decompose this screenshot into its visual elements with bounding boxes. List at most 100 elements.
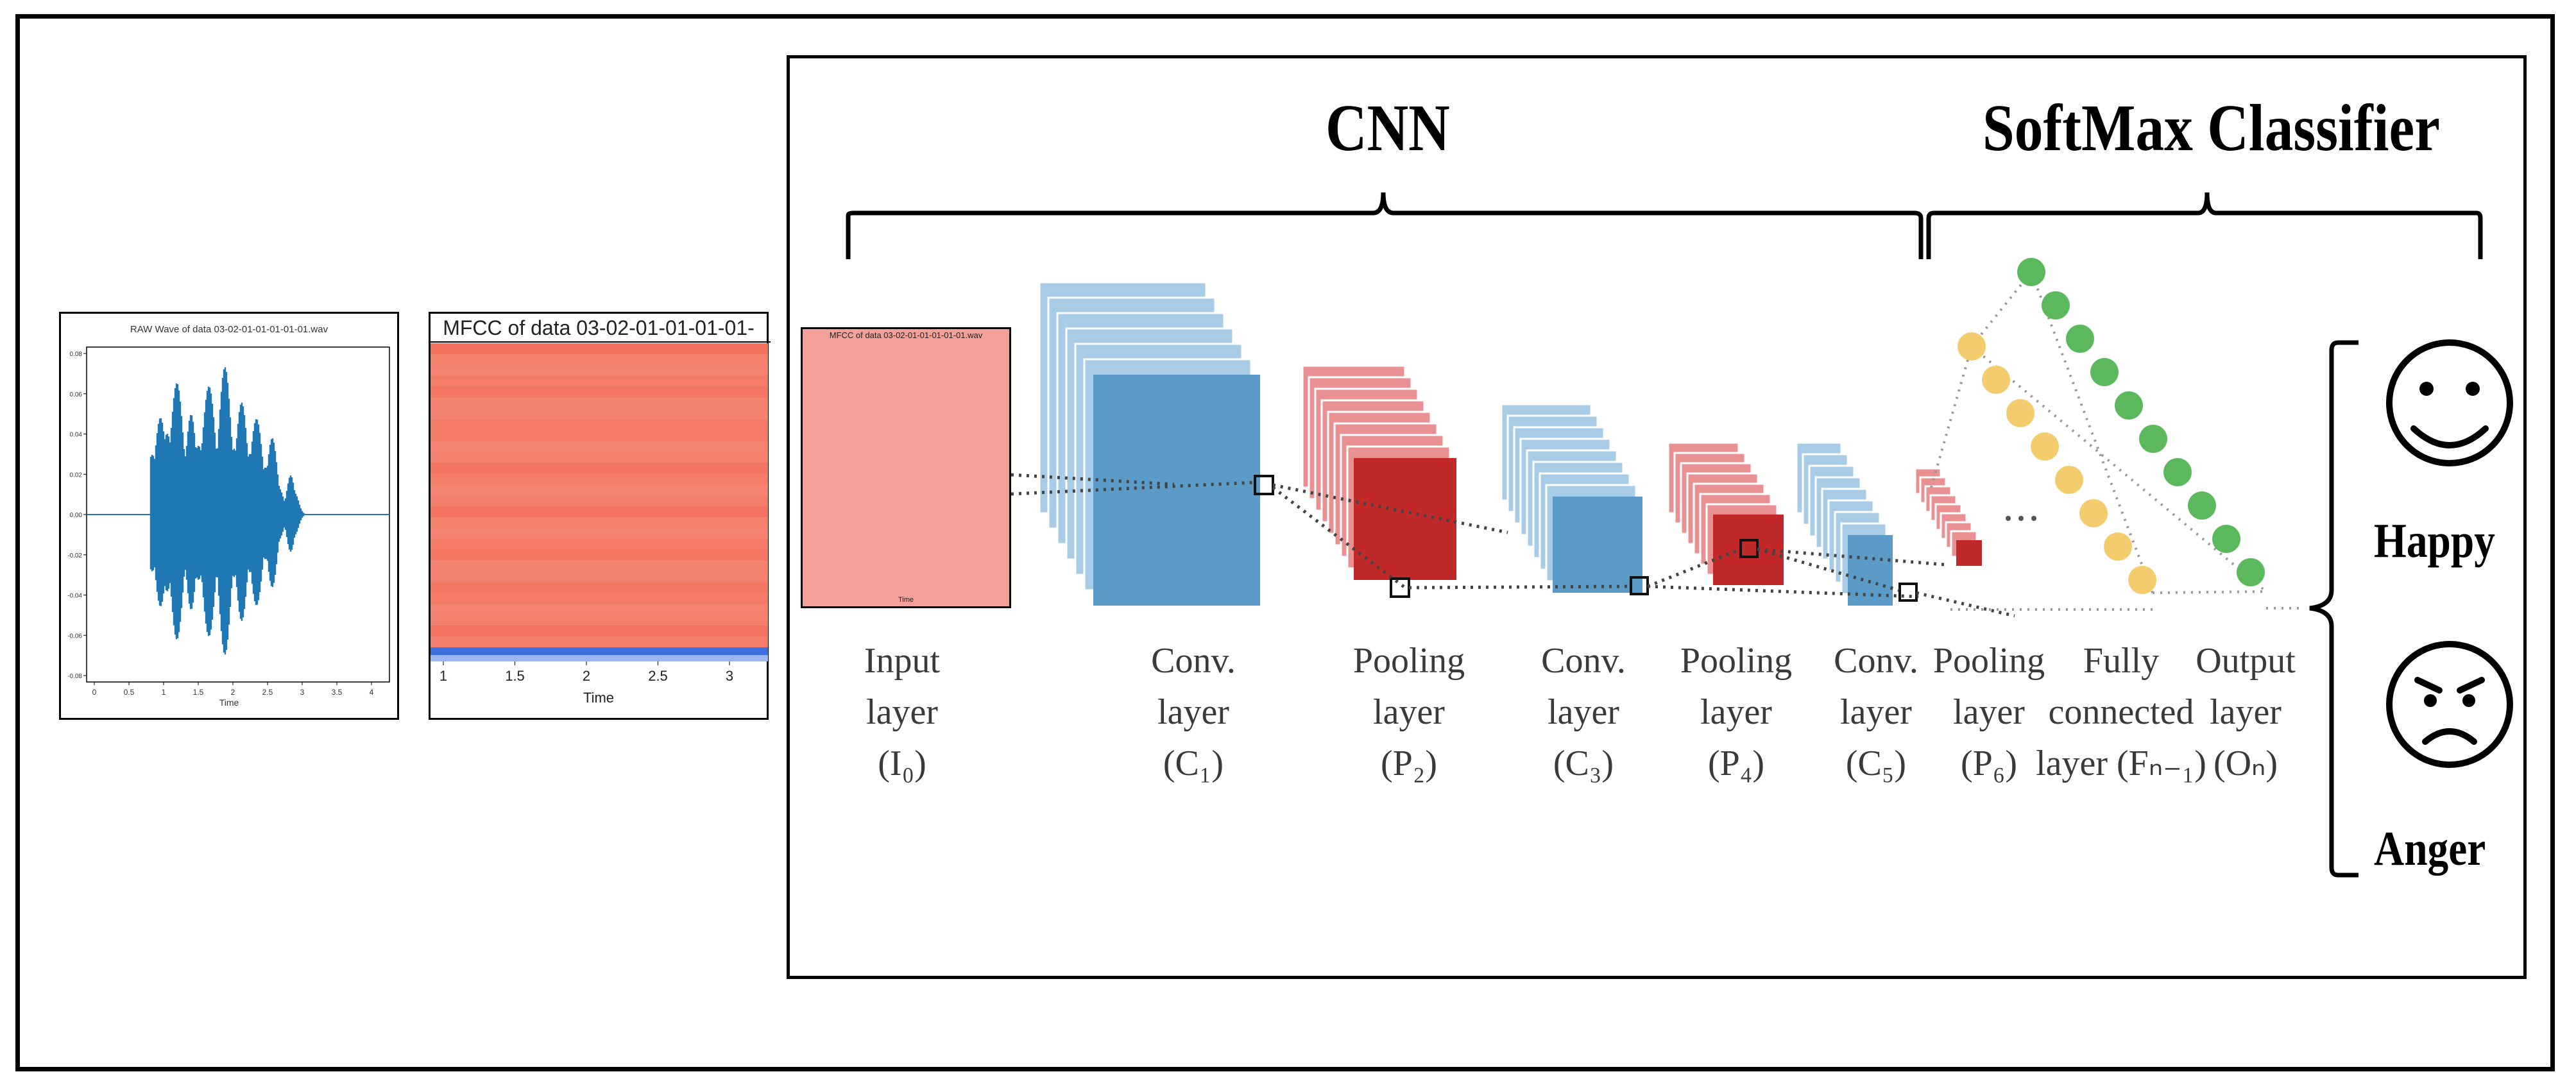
- layer-label-line: layer: [866, 692, 938, 732]
- fc-edge: [2030, 271, 2154, 593]
- happy-label: Happy: [2374, 514, 2495, 568]
- pooling-layer-p6-front: [1956, 540, 1982, 566]
- layer-label-line: layer: [1157, 692, 1229, 732]
- mfcc-row: [431, 560, 768, 572]
- layer-label-0: Input layer (I₀): [812, 635, 992, 789]
- mfcc-low-band: [431, 647, 768, 656]
- outer-frame: [15, 14, 2555, 1071]
- connector: [1408, 584, 1632, 590]
- input-mfcc-title: MFCC of data 03-02-01-01-01-01-01.wav: [829, 330, 983, 340]
- layer-label-8: Output layer (Oₙ): [2156, 635, 2335, 789]
- x-tick-label: 3: [300, 688, 305, 697]
- mfcc-row: [431, 516, 768, 528]
- layer-label-line: layer: [1373, 692, 1445, 732]
- fc-connections: [1930, 271, 2303, 611]
- ellipsis-dot: [2018, 516, 2024, 521]
- x-tick-label: 1.5: [193, 688, 204, 697]
- mfcc-row: [431, 375, 768, 387]
- softmax-header: SoftMax Classifier: [1983, 91, 2440, 165]
- connector: [1647, 584, 1919, 599]
- pooling-layer-p2: [1301, 364, 1456, 580]
- x-tick-label: 2: [583, 668, 590, 684]
- anger-label: Anger: [2374, 822, 2486, 876]
- softmax-brace: [1926, 192, 2483, 259]
- y-tick-label: 0.02: [70, 472, 83, 479]
- layer-label-line: layer: [1700, 692, 1772, 732]
- mfcc-row: [431, 441, 768, 452]
- cnn-header: CNN: [1326, 91, 1450, 165]
- mfcc-row: [431, 452, 768, 463]
- ellipsis-dot: [2031, 516, 2036, 521]
- layer-label-5: Conv. layer (C₅): [1786, 635, 1966, 789]
- x-tick-label: 1: [439, 668, 447, 684]
- layer-label-7: Fully connected layer (Fₙ₋₁): [2031, 635, 2211, 789]
- y-tick-label: 0.04: [70, 432, 83, 439]
- emotion-brace: [2309, 340, 2358, 878]
- mfcc-row: [431, 386, 768, 398]
- mfcc-low-band-2: [431, 655, 768, 661]
- receptive-field-box: [1898, 583, 1918, 602]
- y-tick-label: -0.02: [67, 552, 82, 559]
- layer-label-line: Pooling: [1352, 641, 1465, 681]
- x-tick-label: 2.5: [262, 688, 273, 697]
- mfcc-row: [431, 626, 768, 637]
- y-tick-label: 0.06: [70, 391, 83, 398]
- x-tick-label: 1: [162, 688, 166, 697]
- mfcc-row: [431, 549, 768, 561]
- mfcc-row: [431, 571, 768, 583]
- raw-wave-chart: 0 0.5 1 1.5 2 2.5 3 3.5 4 0.08 0.06 0.04 0.02 0.00 -0.…: [67, 346, 390, 697]
- layer-label-2: Pooling layer (P₂): [1319, 635, 1499, 789]
- layer-label-6: Pooling layer (P₆): [1899, 635, 2079, 789]
- y-tick-label: -0.06: [67, 633, 82, 640]
- conv-layer-c1: [1038, 281, 1260, 606]
- layer-label-line: layer: [1953, 692, 2025, 732]
- input-mfcc-xlabel: Time: [898, 596, 914, 604]
- x-tick-label: 3: [726, 668, 733, 684]
- conv-layer-c3: [1500, 403, 1642, 593]
- layer-label-3: Conv. layer (C₃): [1494, 635, 1673, 789]
- fc-node: [2055, 466, 2083, 494]
- receptive-field-box: [1739, 539, 1759, 558]
- output-node: [2115, 391, 2143, 420]
- mfcc-row: [431, 473, 768, 485]
- fc-node: [2006, 399, 2034, 427]
- connector: [1916, 591, 2015, 618]
- mfcc-row: [431, 397, 768, 409]
- output-node: [2163, 458, 2192, 486]
- pooling-layer-p4: [1667, 441, 1784, 585]
- output-node: [2066, 325, 2094, 353]
- conv-layer-c3-front: [1553, 497, 1642, 593]
- layer-label-1: Conv. layer (C₁): [1104, 635, 1283, 789]
- mfcc-row: [431, 527, 768, 539]
- layer-label-line: (C₃): [1553, 744, 1614, 783]
- layer-label-line: Conv.: [1151, 641, 1236, 681]
- x-tick-label: 0: [92, 688, 97, 697]
- waveform: [149, 367, 306, 655]
- layer-label-line: (C₁): [1163, 744, 1224, 783]
- fc-edge: [1930, 346, 1973, 488]
- connector: [1757, 547, 1900, 592]
- mfcc-row: [431, 408, 768, 420]
- connector: [1757, 547, 1945, 566]
- mfcc-row: [431, 615, 768, 626]
- layer-label-line: (P₄): [1708, 744, 1764, 783]
- layer-label-line: Pooling: [1680, 641, 1793, 681]
- output-node: [2237, 558, 2265, 586]
- layer-label-line: (P₂): [1381, 744, 1437, 783]
- pooling-layer-p4-front: [1713, 515, 1784, 585]
- mfcc-row: [431, 484, 768, 495]
- receptive-field-box: [1390, 577, 1410, 598]
- mfcc-row: [431, 495, 768, 506]
- conv-layer-c5: [1795, 441, 1893, 606]
- mfcc-plot: MFCC of data 03-02-01-01-01-01-01.wav Ti…: [429, 312, 771, 720]
- fc-edge: [1970, 271, 2033, 348]
- output-node: [2139, 425, 2167, 453]
- fc-node: [2104, 532, 2132, 561]
- raw-wave-plot: RAW Wave of data 03-02-01-01-01-01-01.wa…: [59, 312, 399, 720]
- layer-label-line: (Oₙ): [2213, 744, 2278, 783]
- layer-label-line: connected: [2048, 692, 2194, 732]
- layer-label-line: (I₀): [878, 744, 926, 783]
- mfcc-heatmap: [431, 343, 768, 661]
- fc-edge: [2152, 590, 2267, 594]
